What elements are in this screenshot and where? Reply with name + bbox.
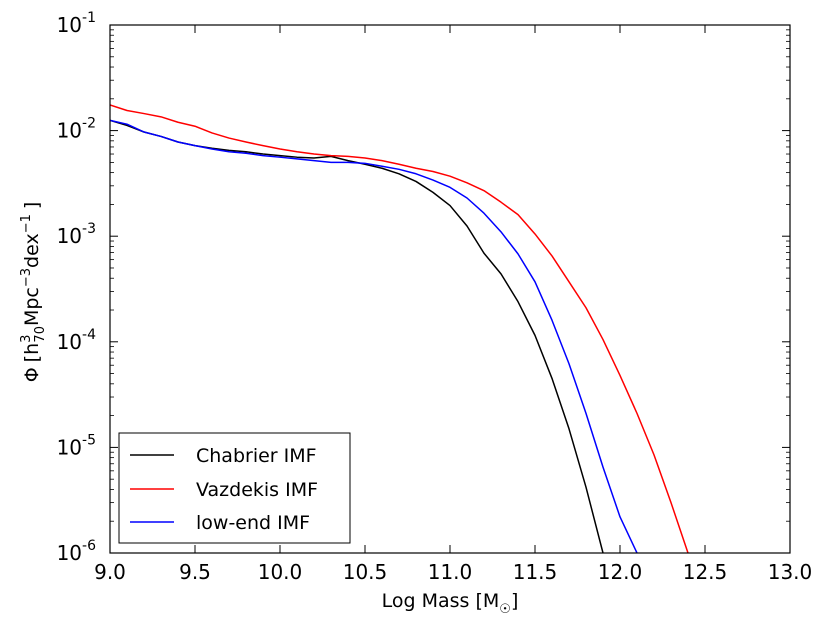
series-line-low-end-imf: [110, 119, 638, 553]
x-tick-label: 11.5: [513, 560, 558, 584]
y-axis-dex: dex: [21, 233, 43, 268]
y-axis-phi: Φ: [21, 367, 43, 382]
ticks-layer: 9.0 9.5 10.0 10.5 11.0 11.5 12.0 12.5 13.0 10-1 10…: [57, 10, 813, 584]
x-tick-label: 10.5: [343, 560, 388, 584]
x-tick-label: 9.0: [94, 560, 126, 584]
y-tick-label: 10-3: [57, 221, 96, 248]
series-layer: [110, 104, 689, 553]
x-tick-label: 9.5: [179, 560, 211, 584]
legend-label-low-end: low-end IMF: [196, 512, 310, 534]
y-tick-label: 10-1: [57, 10, 96, 37]
legend-box: [118, 432, 351, 544]
y-axis-sup-mpc: −3: [19, 268, 34, 287]
x-tick-label: 12.5: [683, 560, 728, 584]
legend-label-vazdekis: Vazdekis IMF: [196, 479, 318, 501]
y-tick-label: 10-5: [57, 432, 96, 459]
x-tick-label: 10.0: [258, 560, 303, 584]
x-tick-label: 13.0: [768, 560, 813, 584]
y-tick-label: 10-4: [57, 327, 97, 354]
y-axis-mpc: Mpc: [21, 287, 43, 326]
y-axis-title: Φ [h370Mpc−3dex−1]: [19, 202, 48, 383]
y-axis-sub-h: 70: [33, 326, 48, 343]
y-axis-sup-h: 3: [19, 335, 34, 343]
x-tick-label: 12.0: [598, 560, 643, 584]
legend: Chabrier IMF Vazdekis IMF low-end IMF: [118, 432, 351, 544]
series-line-vazdekis-imf: [110, 104, 689, 553]
x-axis-title-sub: ☉: [499, 602, 511, 617]
legend-label-chabrier: Chabrier IMF: [196, 445, 317, 467]
y-axis-close: ]: [21, 202, 43, 209]
y-axis-open: [h: [21, 343, 43, 362]
y-tick-label: 10-6: [57, 538, 97, 565]
y-axis-sup-dex: −1: [19, 214, 34, 233]
x-axis-title-close: ]: [511, 590, 518, 612]
y-tick-label: 10-2: [57, 116, 96, 143]
x-axis-title: Log Mass [M☉]: [382, 590, 519, 617]
x-tick-label: 11.0: [428, 560, 473, 584]
x-axis-title-main: Log Mass [M: [382, 590, 500, 612]
